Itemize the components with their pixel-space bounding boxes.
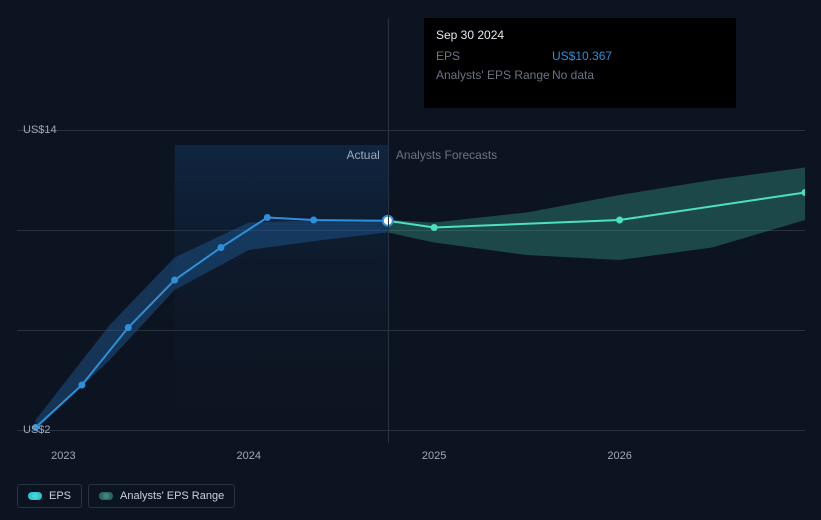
eps-marker[interactable] bbox=[125, 324, 132, 331]
eps-marker[interactable] bbox=[310, 217, 317, 224]
chart-tooltip: Sep 30 2024 EPS US$10.367 Analysts' EPS … bbox=[424, 18, 736, 108]
legend-label-range: Analysts' EPS Range bbox=[120, 490, 224, 502]
tooltip-range-value: No data bbox=[552, 66, 594, 85]
region-label-actual: Actual bbox=[346, 148, 379, 162]
eps-marker[interactable] bbox=[616, 217, 623, 224]
legend-item-range[interactable]: Analysts' EPS Range bbox=[88, 484, 235, 508]
tooltip-date: Sep 30 2024 bbox=[436, 26, 724, 45]
eps-marker[interactable] bbox=[78, 382, 85, 389]
legend-swatch-eps bbox=[28, 492, 42, 500]
legend-swatch-range bbox=[99, 492, 113, 500]
range-area-forecast bbox=[388, 168, 805, 261]
x-axis-label: 2024 bbox=[237, 450, 261, 462]
chart-legend: EPS Analysts' EPS Range bbox=[17, 484, 235, 508]
eps-marker[interactable] bbox=[431, 224, 438, 231]
eps-chart: US$14 US$2 2023 2024 2025 2026 Actual Analysts … bbox=[17, 0, 805, 470]
x-axis-label: 2026 bbox=[607, 450, 631, 462]
tooltip-eps-value: US$10.367 bbox=[552, 47, 612, 66]
y-axis-label: US$14 bbox=[23, 124, 57, 136]
tooltip-range-label: Analysts' EPS Range bbox=[436, 66, 552, 85]
eps-marker[interactable] bbox=[171, 277, 178, 284]
cursor-line bbox=[388, 18, 389, 443]
legend-item-eps[interactable]: EPS bbox=[17, 484, 82, 508]
eps-marker[interactable] bbox=[264, 214, 271, 221]
region-label-forecast: Analysts Forecasts bbox=[396, 148, 497, 162]
tooltip-eps-label: EPS bbox=[436, 47, 552, 66]
y-axis-label: US$2 bbox=[23, 424, 51, 436]
x-axis-label: 2023 bbox=[51, 450, 75, 462]
x-axis-label: 2025 bbox=[422, 450, 446, 462]
eps-marker[interactable] bbox=[217, 244, 224, 251]
legend-label-eps: EPS bbox=[49, 490, 71, 502]
